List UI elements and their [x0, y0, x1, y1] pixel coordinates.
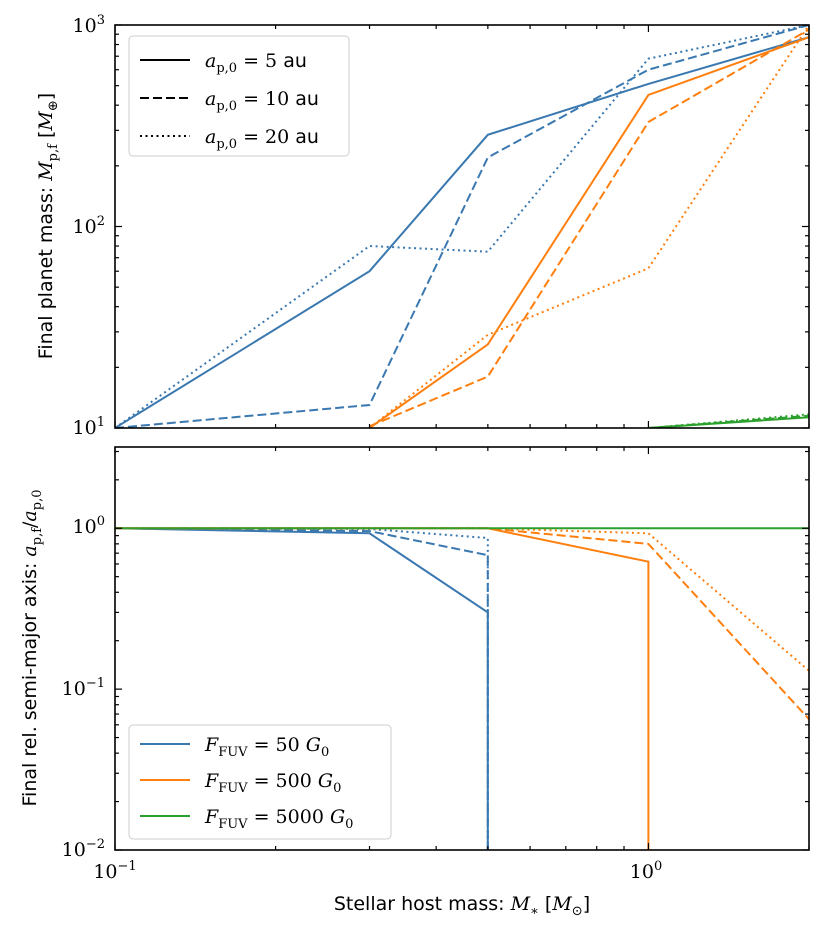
- top-series-500-g0-10-au: [369, 28, 809, 428]
- top-ytick-100: 102: [73, 214, 105, 238]
- bottom-legend: FFUV = 50 G0 FFUV = 500 G0 FFUV = 5000 G…: [128, 724, 392, 840]
- legend-5au: ap,0 = 5 au: [205, 50, 307, 76]
- bottom-ytick-1: 100: [73, 514, 105, 538]
- legend-50G0: FFUV = 50 G0: [204, 734, 329, 760]
- top-series-50-g0-10-au: [115, 25, 809, 428]
- legend-500G0: FFUV = 500 G0: [204, 770, 341, 796]
- bottom-panel: 10−2 10−1 100 10−1 100 Final rel. semi-m…: [19, 446, 810, 919]
- bottom-series-50-g0-10-au: [115, 527, 489, 850]
- top-series-5000-g0-10-au: [648, 414, 809, 428]
- top-axes-frame: [114, 24, 810, 429]
- bottom-legend-box: [128, 724, 392, 840]
- legend-10au: ap,0 = 10 au: [205, 88, 319, 114]
- bottom-series-500-g0-20-au: [115, 527, 809, 672]
- top-legend-box: [128, 35, 350, 157]
- top-legend: ap,0 = 5 au ap,0 = 10 au ap,0 = 20 au: [128, 35, 350, 157]
- top-series-500-g0-5-au: [368, 36, 809, 428]
- bottom-ytick-0.1: 10−1: [62, 676, 105, 700]
- bottom-axes-frame: [114, 446, 810, 851]
- top-ytick-1000: 103: [73, 13, 105, 37]
- top-series-50-g0-20-au: [115, 25, 809, 428]
- bottom-series-500-g0-10-au: [115, 527, 809, 720]
- legend-5000G0: FFUV = 5000 G0: [204, 806, 353, 832]
- top-ytick-10: 101: [73, 415, 105, 439]
- top-series-50-g0-5-au: [115, 36, 809, 428]
- top-panel: 101 102 103 Final planet mass: Mp,f [M⊕]…: [35, 13, 810, 439]
- xtick-0.1: 10−1: [93, 859, 136, 883]
- top-ylabel: Final planet mass: Mp,f [M⊕]: [35, 93, 61, 359]
- bottom-ytick-0.01: 10−2: [62, 837, 105, 861]
- legend-20au: ap,0 = 20 au: [205, 126, 319, 152]
- xtick-1: 100: [630, 859, 662, 883]
- top-series-500-g0-20-au: [368, 25, 809, 428]
- bottom-ylabel: Final rel. semi-major axis: ap,f/ap,0: [19, 490, 45, 807]
- xlabel: Stellar host mass: M∗ [M⊙]: [334, 893, 590, 919]
- top-series-group: [115, 25, 809, 428]
- bottom-series-group: [115, 527, 809, 850]
